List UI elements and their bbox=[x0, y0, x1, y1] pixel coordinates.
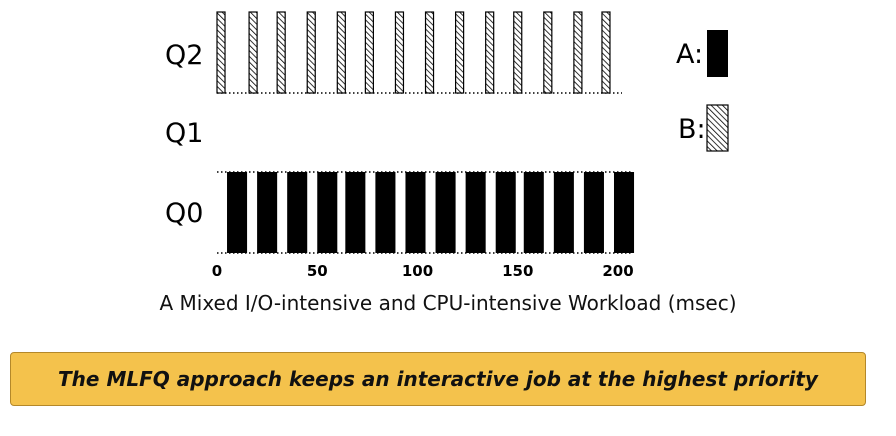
bar-job-a-10 bbox=[523, 172, 544, 253]
bar-job-b-11 bbox=[543, 11, 553, 94]
bar-job-b-13 bbox=[601, 11, 611, 94]
queue-label-q2: Q2 bbox=[165, 40, 203, 71]
bar-job-a-2 bbox=[287, 172, 308, 253]
job-b-bars bbox=[216, 11, 611, 94]
bar-job-a-13 bbox=[613, 172, 635, 253]
bar-job-b-2 bbox=[276, 11, 286, 94]
bar-job-a-5 bbox=[375, 172, 396, 253]
bar-job-b-12 bbox=[573, 11, 583, 94]
bar-job-b-5 bbox=[364, 11, 374, 94]
bar-job-b-4 bbox=[336, 11, 346, 94]
bar-job-b-3 bbox=[306, 11, 316, 94]
summary-banner-text: The MLFQ approach keeps an interactive j… bbox=[58, 367, 818, 391]
bar-job-a-4 bbox=[345, 172, 366, 253]
queue-label-q1: Q1 bbox=[165, 118, 203, 149]
x-axis-ticks: 0 50 100 150 200 bbox=[212, 262, 634, 280]
bar-job-b-7 bbox=[424, 11, 435, 94]
x-tick-label-100: 100 bbox=[402, 262, 433, 280]
bar-job-b-10 bbox=[513, 11, 523, 94]
x-tick-label-150: 150 bbox=[502, 262, 533, 280]
bar-job-a-9 bbox=[495, 172, 516, 253]
legend-swatch-b bbox=[706, 104, 729, 152]
bar-job-a-11 bbox=[553, 172, 574, 253]
x-tick-label-200: 200 bbox=[602, 262, 633, 280]
legend-label-b: B: bbox=[678, 114, 706, 145]
legend-label-a: A: bbox=[676, 39, 703, 70]
x-tick-label-0: 0 bbox=[212, 262, 222, 280]
x-tick-label-50: 50 bbox=[307, 262, 328, 280]
mlfq-chart: Q2 Q1 Q0 0 50 100 150 200 A: B: bbox=[165, 11, 729, 280]
summary-banner: The MLFQ approach keeps an interactive j… bbox=[10, 352, 866, 406]
bar-job-b-6 bbox=[394, 11, 405, 94]
bar-job-a-12 bbox=[583, 172, 604, 253]
bar-job-a-1 bbox=[257, 172, 278, 253]
legend-swatch-a bbox=[707, 30, 728, 77]
bar-job-b-8 bbox=[454, 11, 465, 94]
job-a-bars bbox=[227, 172, 635, 253]
queue-label-q0: Q0 bbox=[165, 198, 203, 229]
bar-job-b-9 bbox=[485, 11, 495, 94]
bar-job-a-6 bbox=[405, 172, 426, 253]
chart-caption: A Mixed I/O-intensive and CPU-intensive … bbox=[159, 291, 737, 315]
bar-job-b-0 bbox=[216, 11, 226, 94]
bar-job-a-8 bbox=[465, 172, 486, 253]
bar-job-a-7 bbox=[435, 172, 456, 253]
bar-job-a-0 bbox=[227, 172, 248, 253]
bar-job-a-3 bbox=[317, 172, 338, 253]
bar-job-b-1 bbox=[248, 11, 258, 94]
